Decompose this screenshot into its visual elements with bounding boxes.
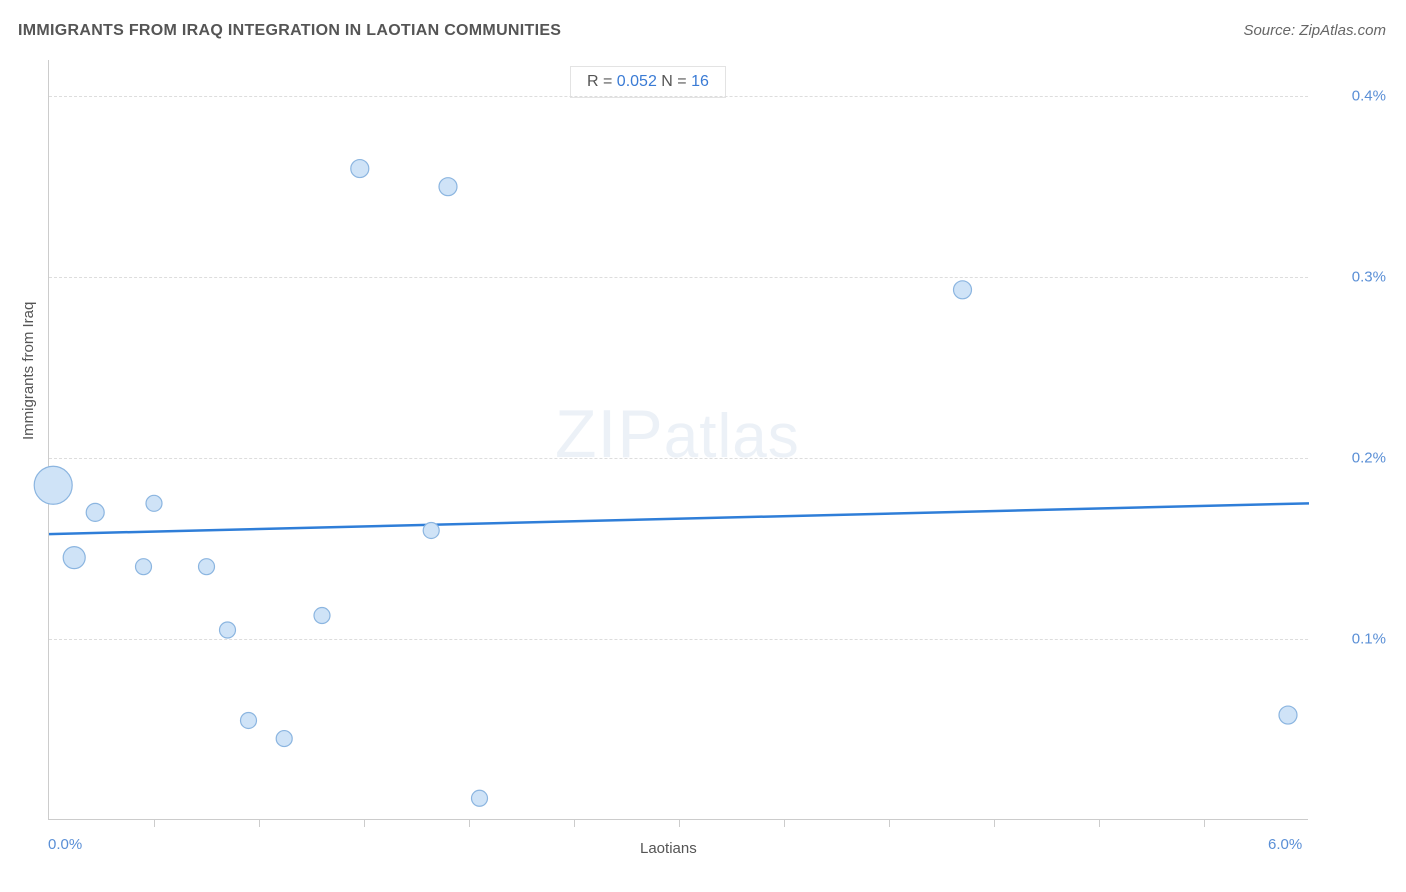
x-tick [154, 819, 155, 827]
data-point [63, 547, 85, 569]
scatter-svg [49, 60, 1308, 819]
gridline-h [49, 639, 1308, 640]
y-tick-label: 0.2% [1352, 450, 1386, 467]
source-attribution: Source: ZipAtlas.com [1243, 22, 1386, 39]
x-tick-label: 0.0% [48, 836, 82, 853]
data-point [351, 160, 369, 178]
data-point [136, 559, 152, 575]
data-point [146, 495, 162, 511]
x-tick [1204, 819, 1205, 827]
y-axis-label: Immigrants from Iraq [20, 302, 37, 440]
trendline [49, 503, 1309, 534]
x-tick [469, 819, 470, 827]
x-tick-label: 6.0% [1268, 836, 1302, 853]
data-point [439, 178, 457, 196]
data-point [220, 622, 236, 638]
gridline-h [49, 277, 1308, 278]
x-tick [364, 819, 365, 827]
gridline-h [49, 458, 1308, 459]
data-point [1279, 706, 1297, 724]
x-tick [889, 819, 890, 827]
gridline-h [49, 96, 1308, 97]
x-tick [574, 819, 575, 827]
data-point [199, 559, 215, 575]
data-point [241, 712, 257, 728]
y-tick-label: 0.1% [1352, 631, 1386, 648]
data-point [86, 503, 104, 521]
data-point [954, 281, 972, 299]
x-tick [994, 819, 995, 827]
x-axis-label: Laotians [640, 840, 697, 857]
data-point [423, 522, 439, 538]
data-point [276, 731, 292, 747]
y-tick-label: 0.3% [1352, 269, 1386, 286]
x-tick [259, 819, 260, 827]
scatter-plot-area [48, 60, 1308, 820]
x-tick [784, 819, 785, 827]
x-tick [1099, 819, 1100, 827]
x-tick [679, 819, 680, 827]
chart-title: IMMIGRANTS FROM IRAQ INTEGRATION IN LAOT… [18, 22, 561, 40]
data-point [34, 466, 72, 504]
y-tick-label: 0.4% [1352, 88, 1386, 105]
data-point [314, 608, 330, 624]
data-point [472, 790, 488, 806]
